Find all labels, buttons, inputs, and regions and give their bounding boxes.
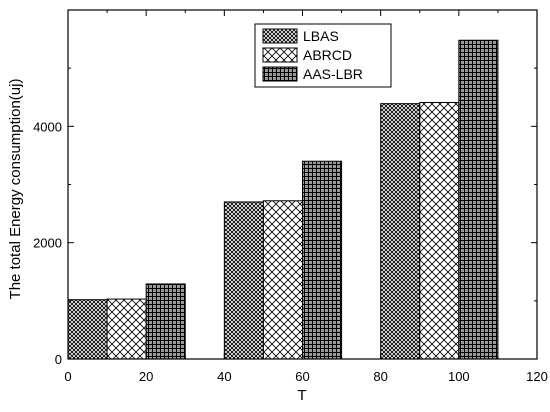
- legend-swatch-aas-lbr: [262, 66, 298, 82]
- y-tick-label: 2000: [33, 236, 62, 251]
- y-tick-label: 4000: [33, 119, 62, 134]
- x-tick-label: 40: [217, 369, 231, 384]
- x-axis-title: T: [297, 387, 306, 404]
- legend-label-lbas: LBAS: [303, 28, 339, 44]
- bars: [67, 39, 499, 360]
- bar-lbas-95: [380, 103, 421, 360]
- bar-aas-lbr-15: [145, 283, 186, 360]
- bar-abrcd-55: [262, 200, 303, 360]
- x-tick-label: 20: [139, 369, 153, 384]
- y-tick-label: 0: [55, 352, 62, 367]
- legend-swatch-abrcd: [262, 47, 298, 63]
- x-tick-label: 60: [295, 369, 309, 384]
- bar-abrcd-15: [106, 298, 147, 360]
- x-tick-label: 100: [448, 369, 470, 384]
- axes: 0 20 40 60 80 100 120 0 2000 4000: [33, 9, 548, 384]
- bar-lbas-15: [67, 299, 108, 360]
- legend-label-aas-lbr: AAS-LBR: [303, 66, 363, 82]
- legend-label-abrcd: ABRCD: [303, 47, 352, 63]
- bar-abrcd-95: [419, 101, 460, 360]
- legend: LBAS ABRCD AAS-LBR: [254, 23, 392, 88]
- legend-swatch-lbas: [262, 28, 298, 44]
- x-tick-label: 120: [526, 369, 548, 384]
- bar-aas-lbr-95: [458, 39, 499, 360]
- y-axis-title: The total Energy consumption(uj): [7, 79, 24, 300]
- bar-aas-lbr-55: [302, 160, 343, 360]
- bar-lbas-55: [223, 201, 264, 360]
- x-tick-label: 80: [373, 369, 387, 384]
- x-tick-label: 0: [64, 369, 71, 384]
